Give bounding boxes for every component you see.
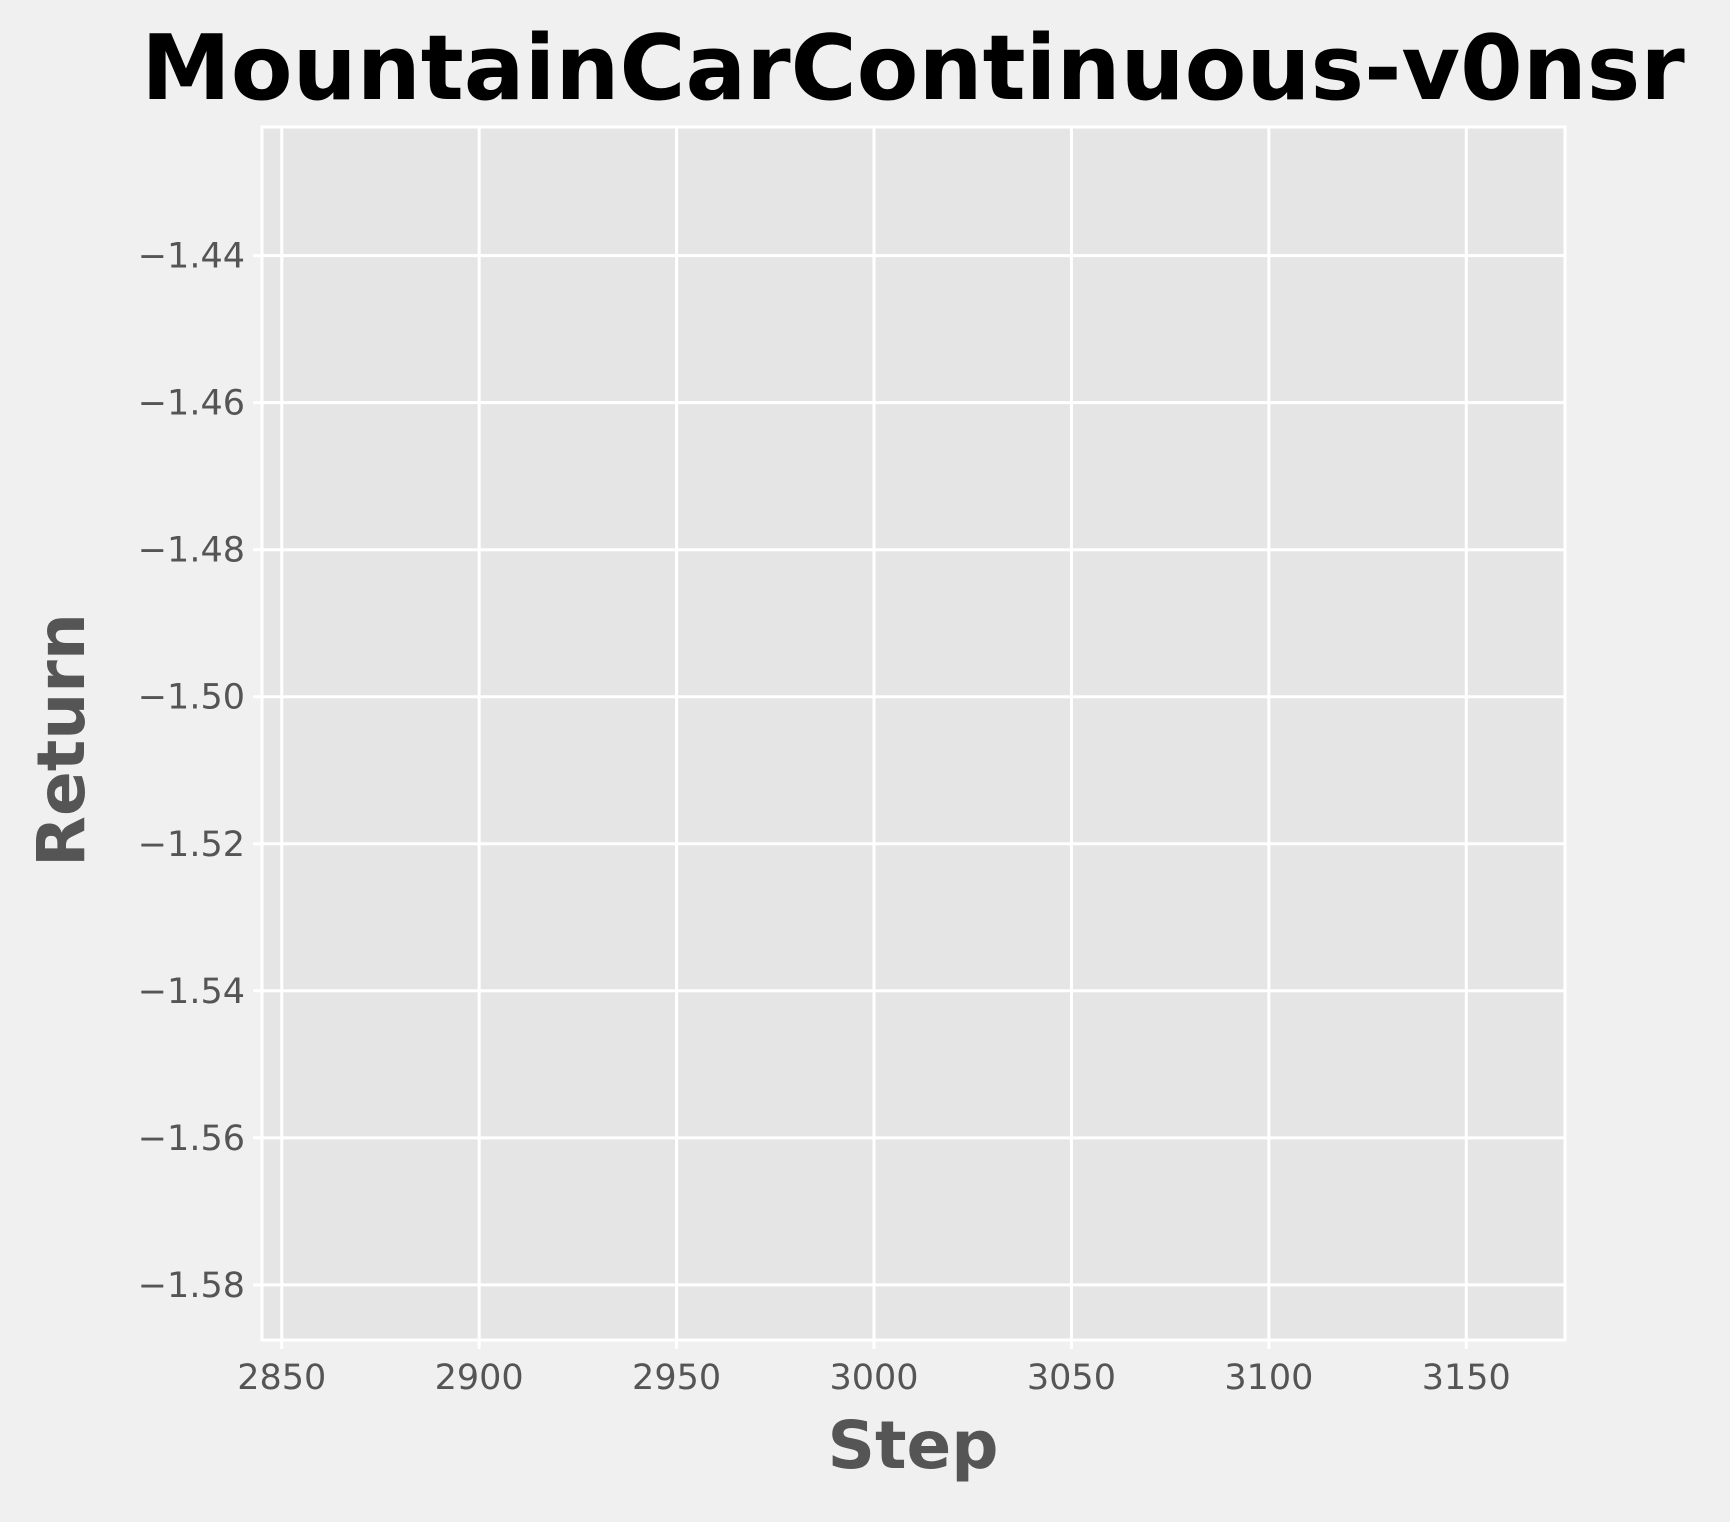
- y-tick-label: −1.48: [138, 531, 245, 571]
- y-tick-label: −1.56: [138, 1119, 245, 1159]
- y-tick-label: −1.58: [138, 1266, 245, 1306]
- y-tick-label: −1.44: [138, 237, 245, 277]
- y-tick-label: −1.54: [138, 972, 245, 1012]
- y-tick-label: −1.46: [138, 384, 245, 424]
- x-tick-label: 3100: [1224, 1358, 1313, 1398]
- y-tick-label: −1.50: [138, 678, 245, 718]
- y-axis-label: Return: [23, 613, 100, 867]
- chart-title: MountainCarContinuous-v0nsr: [141, 16, 1685, 121]
- x-tick-label: 2950: [632, 1358, 721, 1398]
- x-tick-label: 3050: [1027, 1358, 1116, 1398]
- y-tick-label: −1.52: [138, 825, 245, 865]
- grid-lines: [253, 125, 1567, 1349]
- axes-border: [260, 125, 1567, 1342]
- x-tick-label: 2850: [237, 1358, 326, 1398]
- x-tick-label: 3000: [829, 1358, 918, 1398]
- x-axis-label: Step: [827, 1407, 998, 1484]
- x-tick-label: 2900: [435, 1358, 524, 1398]
- tick-labels: 2850 2900 2950 3000 3050 3100 3150 −1.44 −1.46 −1…: [138, 237, 1511, 1398]
- plot-area: [262, 127, 1565, 1340]
- x-tick-label: 3150: [1422, 1358, 1511, 1398]
